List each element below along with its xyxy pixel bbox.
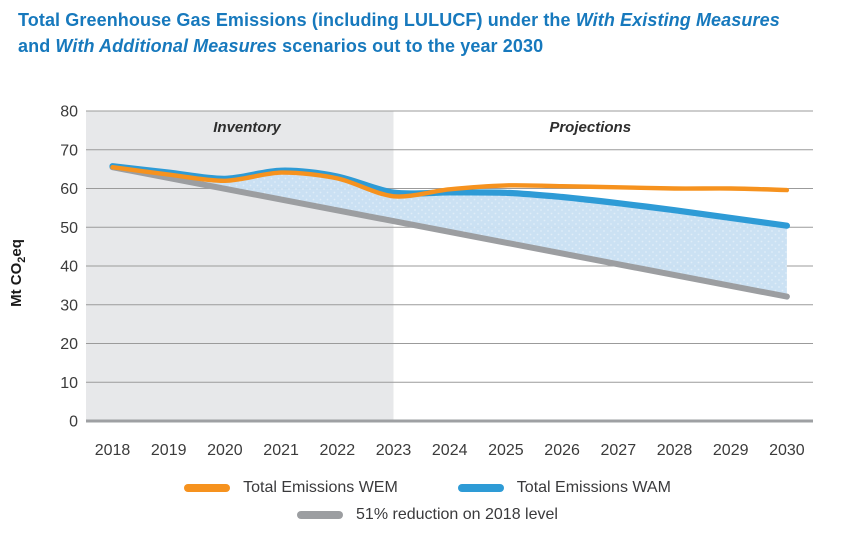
y-tick-label: 60	[60, 181, 78, 198]
y-tick-label: 20	[60, 336, 78, 353]
target-line-swatch	[297, 511, 344, 519]
x-tick-label: 2028	[657, 442, 693, 459]
wem-line	[110, 164, 790, 199]
chart-title: Total Greenhouse Gas Emissions (includin…	[18, 7, 842, 59]
legend-item-wam: Total Emissions WAM	[457, 479, 671, 497]
legend-label-wam: Total Emissions WAM	[516, 479, 671, 496]
x-tick-label: 2020	[207, 442, 243, 459]
y-tick-label: 10	[60, 375, 78, 392]
y-tick-label: 50	[60, 220, 78, 237]
x-axis-line	[86, 419, 813, 423]
x-tick-label: 2018	[95, 442, 131, 459]
legend-label-target: 51% reduction on 2018 level	[356, 506, 558, 523]
chart-figure: Mt CO2eq Inventory Projections 0 10 20 30 40 50…	[0, 75, 855, 465]
y-tick-label: 0	[69, 414, 78, 431]
legend-item-wem: Total Emissions WEM	[184, 479, 398, 497]
legend-row-1: Total Emissions WEM Total Emissions WAM	[184, 479, 671, 497]
x-tick-label: 2025	[488, 442, 524, 459]
legend-item-target: 51% reduction on 2018 level	[297, 506, 558, 524]
chart-title-line1: Total Greenhouse Gas Emissions (includin…	[18, 10, 780, 30]
region-label-inventory: Inventory	[213, 119, 281, 136]
x-tick-label: 2023	[376, 442, 412, 459]
x-tick-label: 2021	[263, 442, 299, 459]
x-tick-label: 2022	[320, 442, 356, 459]
x-tick-label: 2027	[601, 442, 637, 459]
wem-line-swatch	[184, 484, 231, 492]
x-tick-label: 2026	[544, 442, 580, 459]
emissions-line-chart: Inventory Projections01020304050607080201…	[60, 104, 813, 459]
y-tick-label: 70	[60, 142, 78, 159]
x-tick-label: 2029	[713, 442, 749, 459]
x-tick-label: 2019	[151, 442, 187, 459]
target-51pct-line	[109, 164, 790, 300]
y-tick-label: 80	[60, 104, 78, 121]
chart-title-line2: and With Additional Measures scenarios o…	[18, 36, 544, 56]
legend-label-wem: Total Emissions WEM	[243, 479, 398, 496]
y-axis-label: Mt CO2eq	[8, 239, 28, 307]
x-tick-label: 2024	[432, 442, 468, 459]
region-label-projections: Projections	[549, 119, 631, 136]
legend-row-2: 51% reduction on 2018 level	[297, 506, 558, 524]
x-tick-label: 2030	[769, 442, 805, 459]
y-tick-label: 40	[60, 259, 78, 276]
chart-legend: Total Emissions WEM Total Emissions WAM …	[0, 479, 855, 524]
wam-line-swatch	[457, 484, 504, 492]
y-tick-label: 30	[60, 297, 78, 314]
